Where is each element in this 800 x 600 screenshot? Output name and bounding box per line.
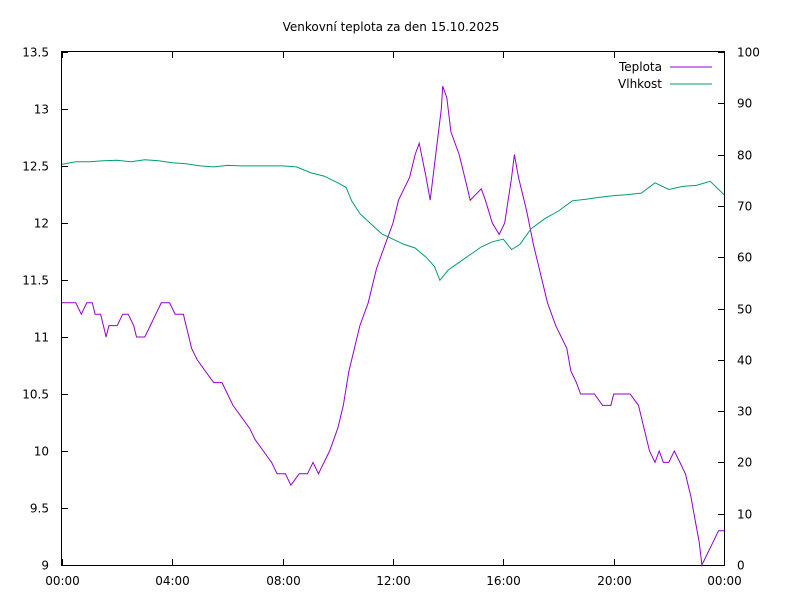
legend: Teplota Vlhkost xyxy=(618,60,712,91)
y-left-tick-label: 11.5 xyxy=(22,274,49,288)
series-line-vlhkost xyxy=(61,159,725,282)
series-lines xyxy=(61,86,725,567)
x-tick-label: 08:00 xyxy=(266,574,301,588)
y-right-tick-label: 10 xyxy=(737,508,752,522)
legend-label-vlhkost: Vlhkost xyxy=(618,77,662,91)
y-right-tick-label: 0 xyxy=(737,559,745,573)
y-right-tick-label: 30 xyxy=(737,405,752,419)
legend-label-teplota: Teplota xyxy=(618,60,662,74)
y-right-tick-label: 50 xyxy=(737,303,752,317)
y-left-tick-label: 9.5 xyxy=(30,502,49,516)
x-tick-label: 04:00 xyxy=(155,574,190,588)
x-tick-label: 16:00 xyxy=(486,574,521,588)
y-left-tick-label: 11 xyxy=(34,331,49,345)
y-left-tick-label: 12 xyxy=(34,217,49,231)
y-right-tick-label: 60 xyxy=(737,251,752,265)
y-left-tick-label: 10 xyxy=(34,445,49,459)
y-left-tick-label: 10.5 xyxy=(22,388,49,402)
y-left-tick-label: 12.5 xyxy=(22,160,49,174)
x-tick-label: 00:00 xyxy=(707,574,742,588)
y-right-tick-label: 40 xyxy=(737,354,752,368)
y-right-tick-label: 100 xyxy=(737,46,760,60)
x-tick-label: 12:00 xyxy=(376,574,411,588)
x-tick-label: 00:00 xyxy=(45,574,80,588)
y-left-tick-label: 9 xyxy=(41,559,49,573)
y-left-tick-label: 13 xyxy=(34,103,49,117)
plot-frame xyxy=(61,51,725,566)
chart-title: Venkovní teplota za den 15.10.2025 xyxy=(283,20,500,34)
y-right-tick-label: 90 xyxy=(737,97,752,111)
series-line-teplota xyxy=(62,86,724,567)
y-right-tick-label: 80 xyxy=(737,149,752,163)
axis-ticks: 00:00 04:00 08:00 12:00 16:00 20:00 00:0099.51… xyxy=(22,46,760,589)
y-left-tick-label: 13.5 xyxy=(22,46,49,60)
y-right-tick-label: 70 xyxy=(737,200,752,214)
x-tick-label: 20:00 xyxy=(597,574,632,588)
y-right-tick-label: 20 xyxy=(737,456,752,470)
